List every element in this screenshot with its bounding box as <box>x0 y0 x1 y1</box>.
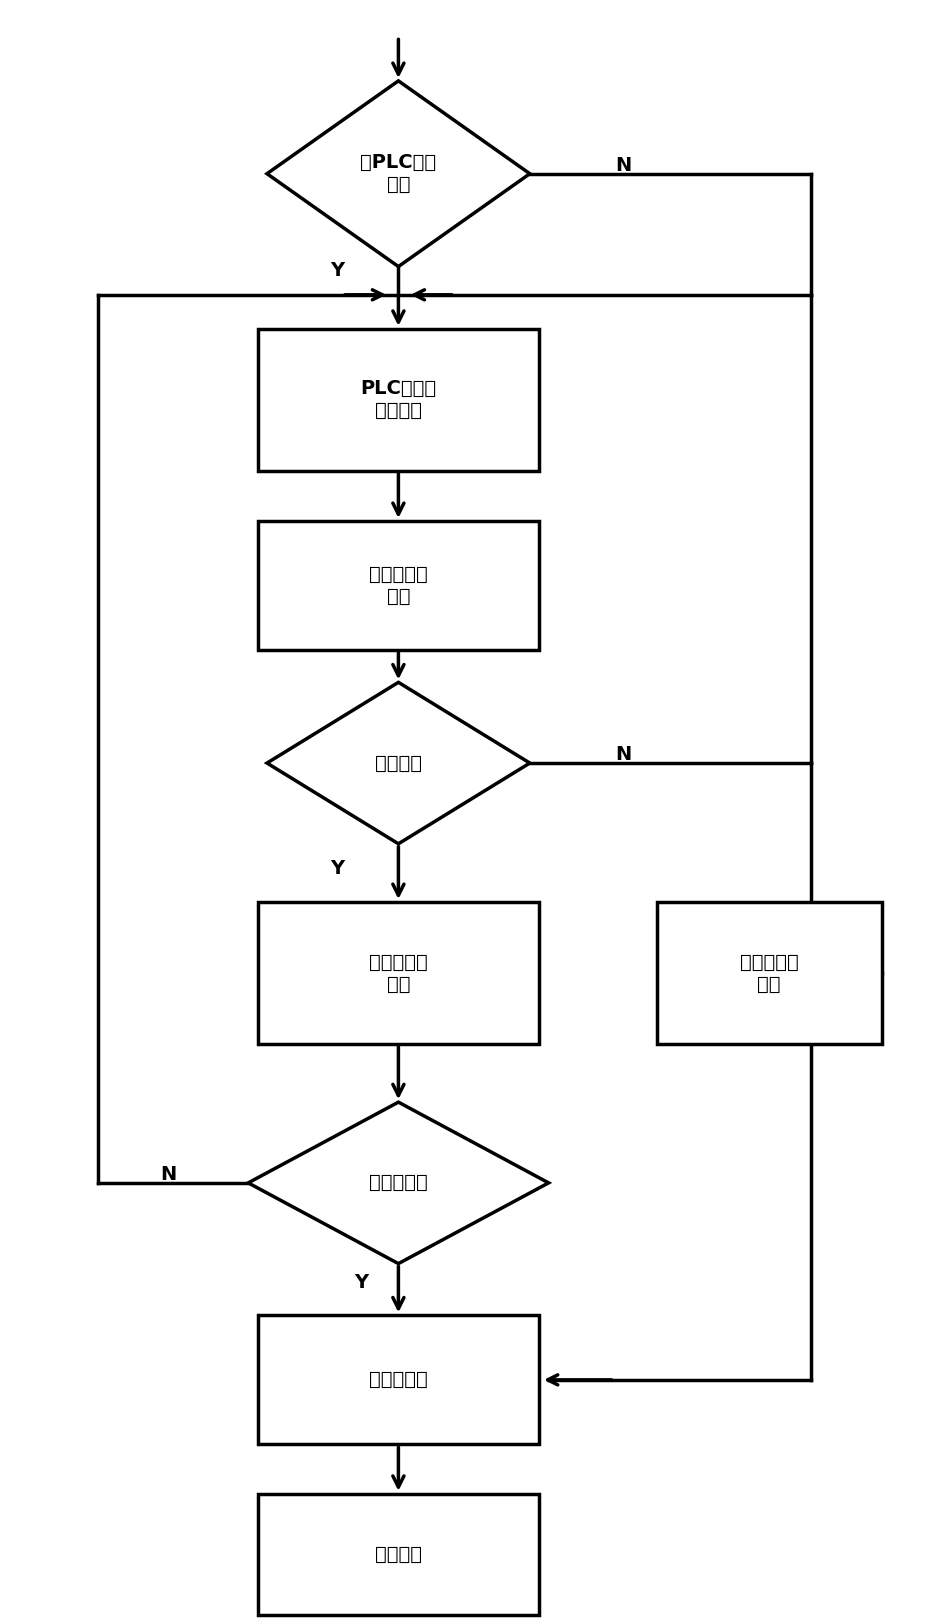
Bar <box>258 329 539 471</box>
Bar <box>258 902 539 1044</box>
Text: 前一周期补
偿值: 前一周期补 偿值 <box>740 953 798 993</box>
Text: 坐标合格: 坐标合格 <box>375 753 422 773</box>
Text: 计算误差补
偿值: 计算误差补 偿值 <box>369 953 428 993</box>
Text: 误差值合格: 误差值合格 <box>369 1173 428 1193</box>
Text: N: N <box>160 1165 176 1185</box>
Text: N: N <box>616 156 632 175</box>
Polygon shape <box>267 81 529 266</box>
Text: Y: Y <box>331 261 345 281</box>
Text: Y: Y <box>354 1274 368 1292</box>
Text: N: N <box>616 745 632 764</box>
Text: Y: Y <box>331 859 345 878</box>
Text: 位置控制: 位置控制 <box>375 1545 422 1563</box>
Text: PLC读取误
差源信息: PLC读取误 差源信息 <box>361 380 437 420</box>
Text: 命令值修正: 命令值修正 <box>369 1370 428 1389</box>
Bar <box>258 521 539 651</box>
Bar <box>258 1315 539 1444</box>
Polygon shape <box>248 1102 548 1264</box>
Bar <box>656 902 882 1044</box>
Text: 有PLC触发
信号: 有PLC触发 信号 <box>361 153 437 195</box>
Text: 机床坐标值
采集: 机床坐标值 采集 <box>369 565 428 605</box>
Polygon shape <box>267 682 529 844</box>
Bar <box>258 1493 539 1615</box>
